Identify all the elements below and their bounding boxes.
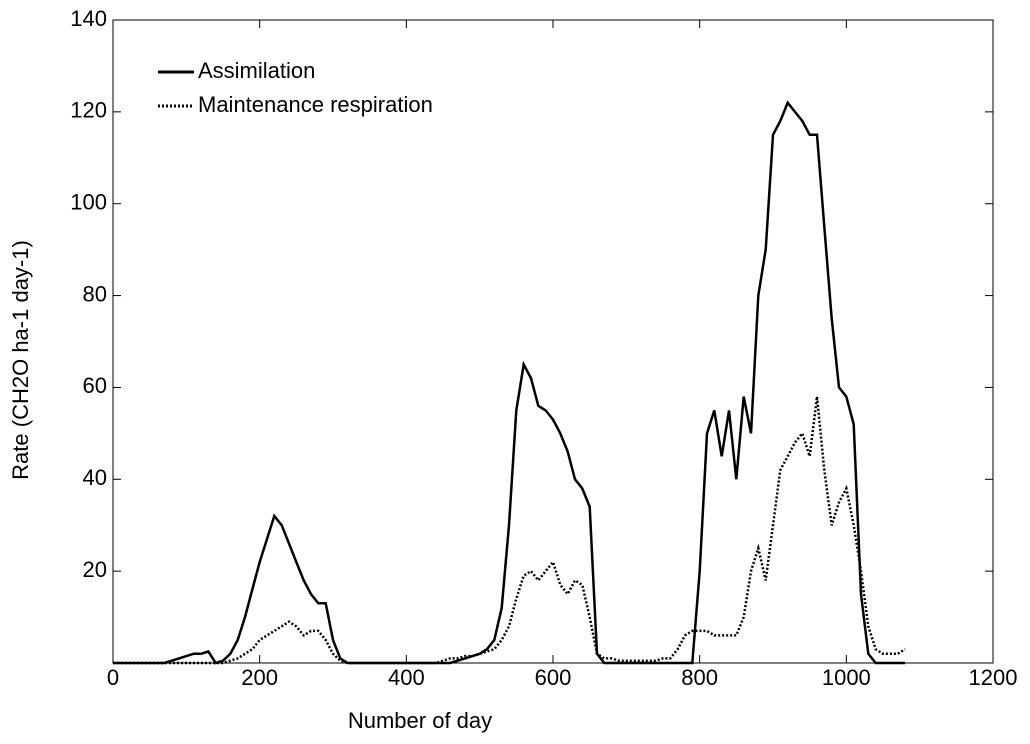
series-line xyxy=(113,100,905,665)
series-line xyxy=(113,396,906,665)
y-tick-label: 80 xyxy=(83,281,107,306)
y-tick-label: 100 xyxy=(70,190,107,215)
y-tick-label: 40 xyxy=(83,465,107,490)
x-axis-label: Number of day xyxy=(348,708,492,733)
x-tick-label: 0 xyxy=(107,665,119,690)
y-tick-label: 120 xyxy=(70,98,107,123)
y-tick-label: 60 xyxy=(83,373,107,398)
x-tick-label: 200 xyxy=(241,665,278,690)
x-tick-label: 800 xyxy=(681,665,718,690)
y-tick-label: 140 xyxy=(70,6,107,31)
x-tick-label: 600 xyxy=(535,665,572,690)
x-tick-label: 1000 xyxy=(822,665,871,690)
legend-label: Maintenance respiration xyxy=(198,92,433,117)
legend-label: Assimilation xyxy=(198,58,315,83)
x-tick-label: 1200 xyxy=(969,665,1018,690)
y-tick-label: 20 xyxy=(83,557,107,582)
x-tick-label: 400 xyxy=(388,665,425,690)
y-axis-label: Rate (CH2O ha-1 day-1) xyxy=(8,240,33,480)
